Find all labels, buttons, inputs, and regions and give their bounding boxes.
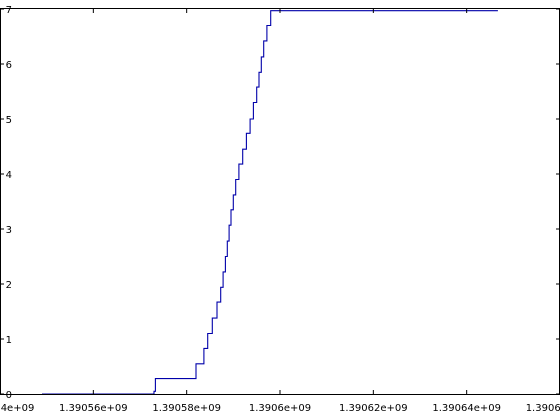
x-tick-label: 1.39056e+09 [59, 403, 128, 414]
x-tick-label: 1.3906e+09 [249, 403, 311, 414]
y-tick-label: 2 [6, 280, 12, 291]
y-tick-label: 6 [6, 60, 12, 71]
y-tick-label: 4 [6, 170, 12, 181]
x-tick-label: 1.39066e+09 [526, 403, 560, 414]
y-tick-label: 1 [6, 335, 12, 346]
x-tick-label: 1.39062e+09 [339, 403, 408, 414]
y-tick-label: 3 [6, 225, 12, 236]
x-tick-label: 1.39064e+09 [432, 403, 501, 414]
y-tick-label: 0 [6, 390, 12, 401]
x-tick-label: 1.39058e+09 [152, 403, 221, 414]
series-layer [42, 10, 498, 395]
y-tick-label: 7 [6, 5, 12, 16]
y-tick-label: 5 [6, 115, 12, 126]
x-tick-label: 1.39054e+09 [0, 403, 34, 414]
series-step-line [42, 10, 498, 395]
